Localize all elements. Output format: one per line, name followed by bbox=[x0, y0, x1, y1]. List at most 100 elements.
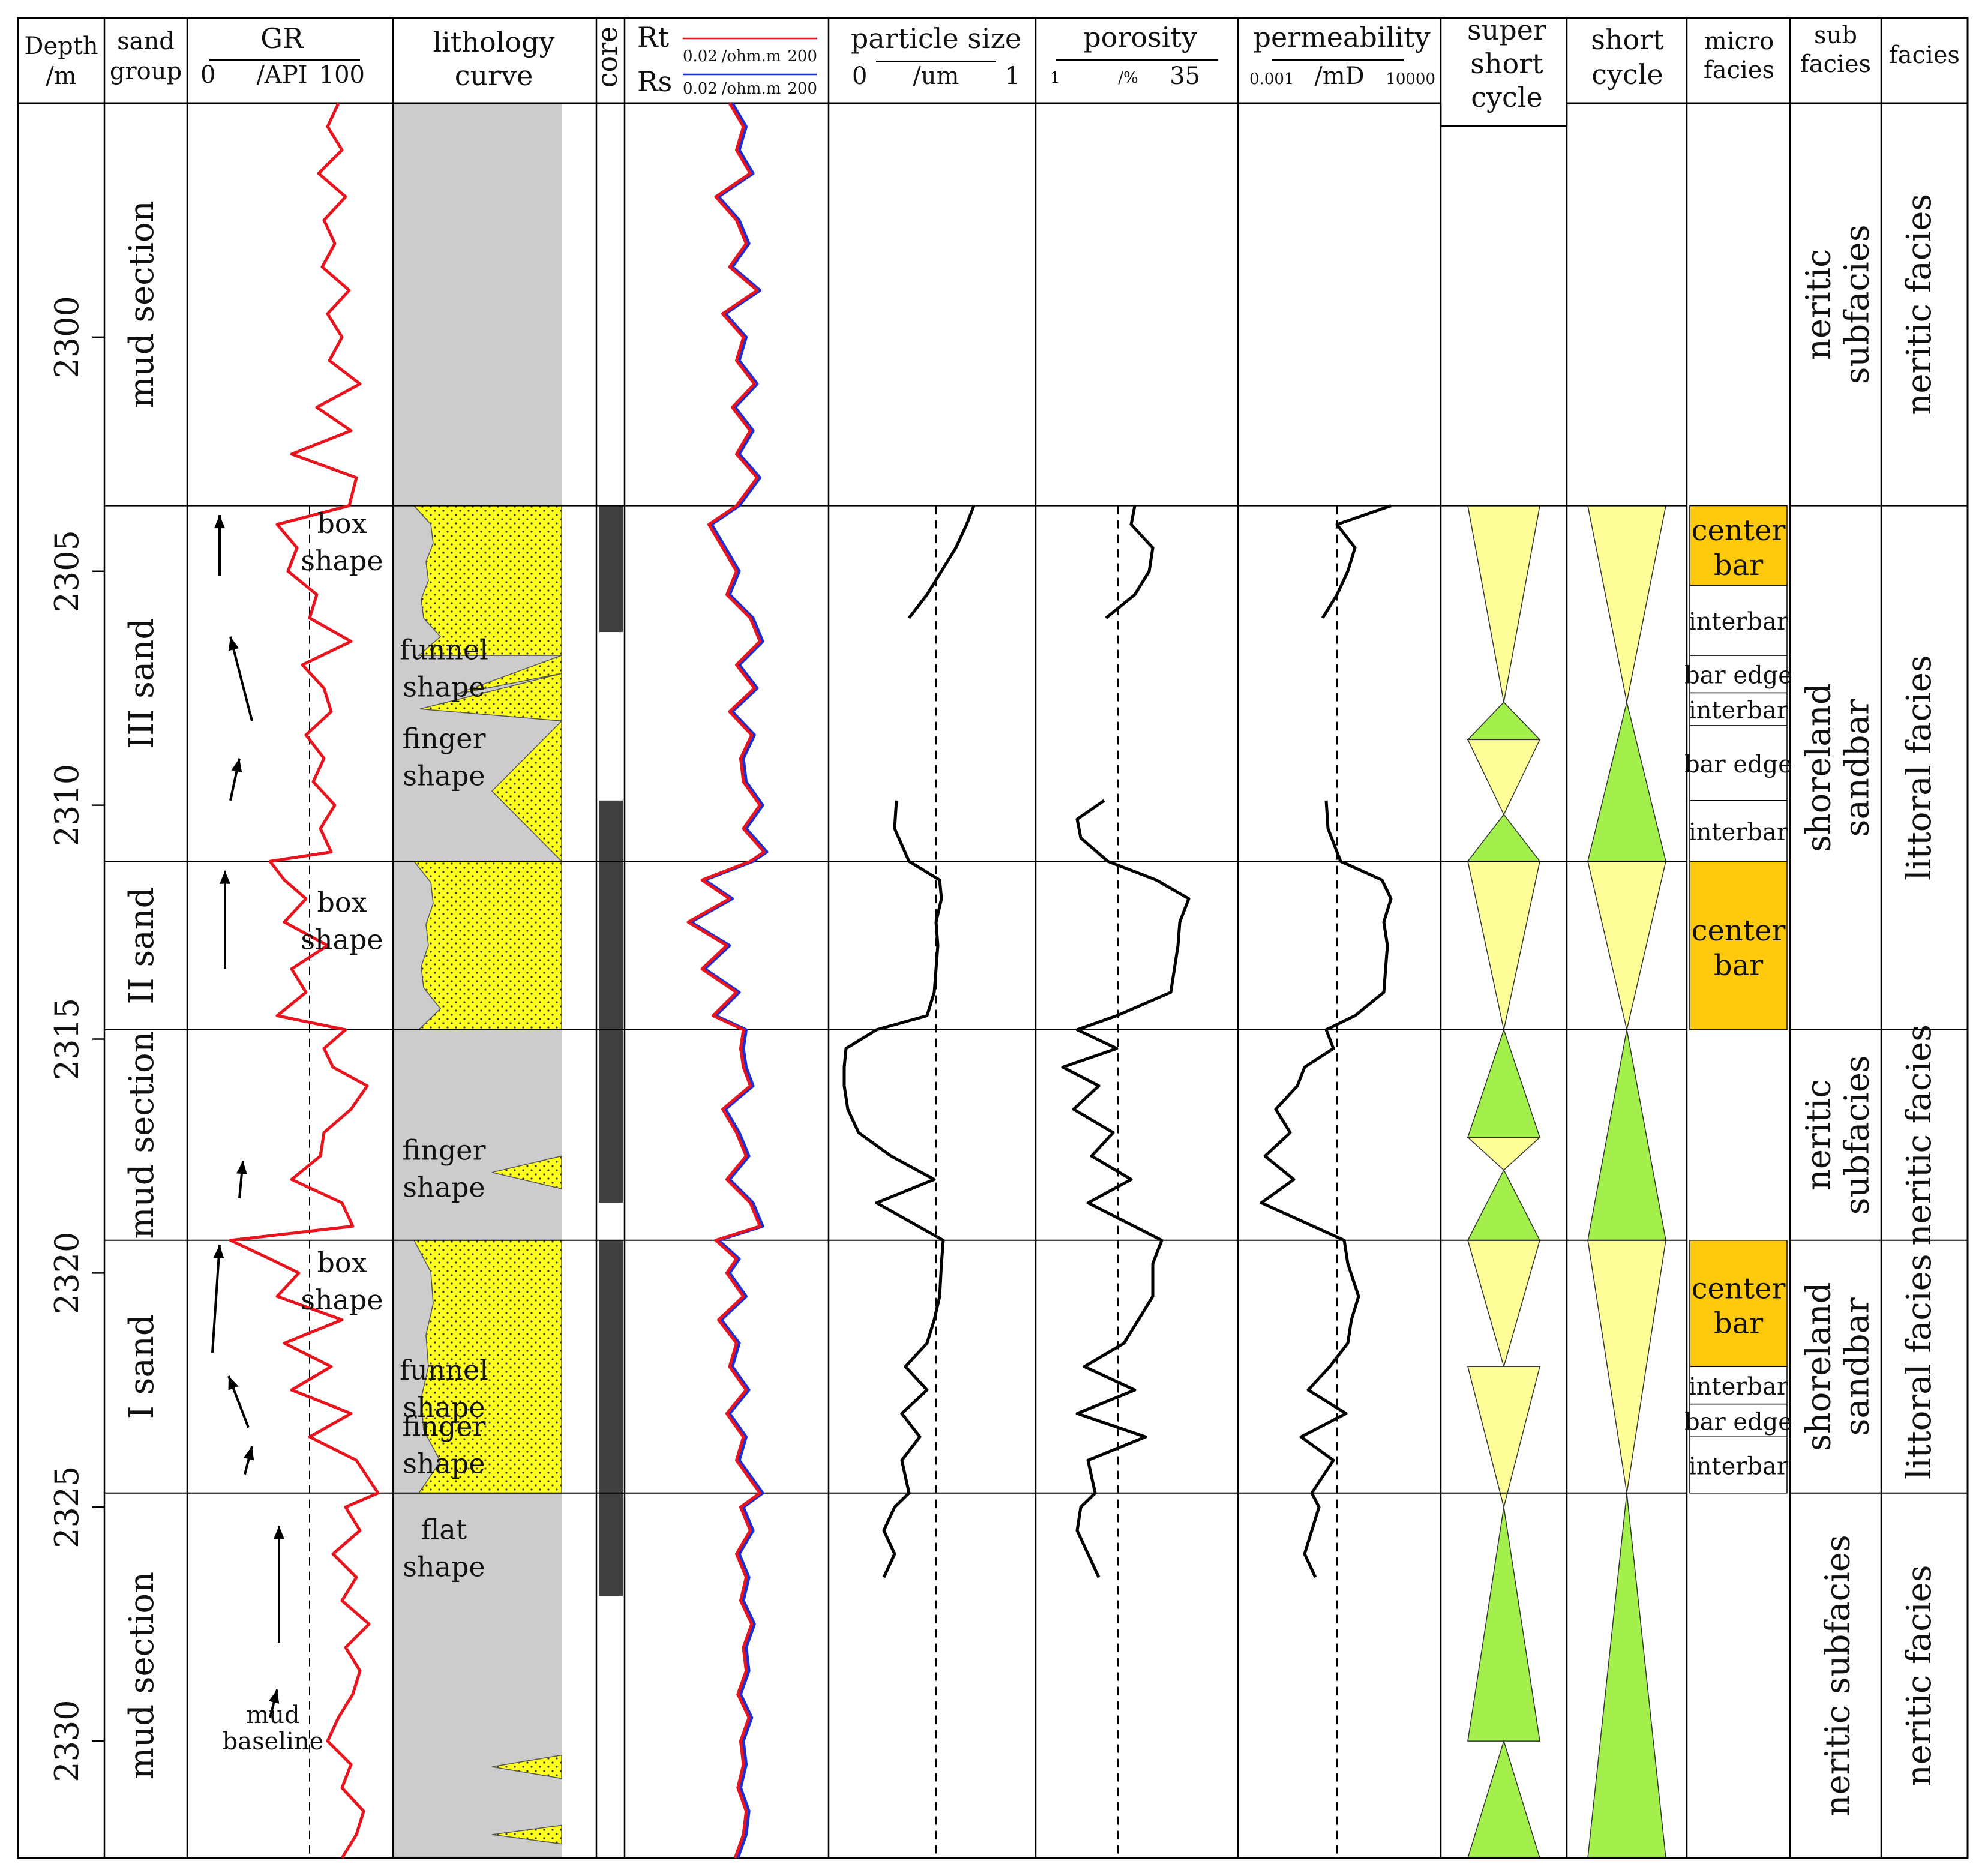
text-layer: Depth/m sand group GR 0 /API 100 litholog… bbox=[24, 14, 1960, 1817]
rs-header-min: 0.02 bbox=[683, 80, 718, 98]
sub-facies-label-2: neriticsubfacies bbox=[1799, 1055, 1876, 1215]
porosity-header-min: 1 bbox=[1050, 69, 1060, 87]
permeability-header-unit: /mD bbox=[1314, 62, 1364, 90]
rt-header-max: 200 bbox=[787, 47, 817, 65]
core-interval-1 bbox=[599, 800, 623, 1203]
depth-tick-label-0: 2300 bbox=[48, 296, 86, 378]
fill-layer bbox=[413, 505, 1788, 1859]
micro-facies-box-2 bbox=[1689, 655, 1788, 694]
porosity-curve-segment-0 bbox=[1105, 505, 1155, 619]
micro-facies-label-7: center bar bbox=[1692, 1272, 1786, 1340]
micro-facies-label-3: interbar bbox=[1689, 697, 1789, 724]
shape-annotation-1: funnel shape bbox=[400, 633, 488, 703]
sub-facies-label-1: shorelandsandbar bbox=[1799, 683, 1876, 852]
depth-tick-label-1: 2305 bbox=[48, 530, 86, 612]
gr-header-title: GR bbox=[260, 22, 304, 55]
core-interval-2 bbox=[599, 1240, 623, 1596]
sand-group-label-5: mud section bbox=[122, 1572, 161, 1779]
particle-size-header-min: 0 bbox=[852, 62, 867, 90]
shape-annotation-6: funnel shape bbox=[400, 1354, 488, 1424]
shape-annotation-3: box shape bbox=[301, 886, 383, 955]
particle-size-header-unit: /um bbox=[913, 62, 959, 90]
core-interval-0 bbox=[599, 505, 623, 633]
sand-group-label-2: II sand bbox=[122, 886, 161, 1004]
facies-header: facies bbox=[1889, 41, 1960, 69]
super-short-cycle-triangle-2 bbox=[1467, 739, 1541, 816]
depth-tick-label-4: 2320 bbox=[48, 1232, 86, 1314]
shape-annotation-7: finger shape bbox=[403, 1410, 486, 1480]
lithology-header: lithology curve bbox=[433, 26, 554, 92]
micro-facies-label-4: bar edge bbox=[1684, 751, 1792, 778]
trend-arrow-head-9 bbox=[268, 1689, 280, 1704]
outer-frame bbox=[17, 17, 1969, 1859]
micro-facies-label-10: interbar bbox=[1689, 1452, 1789, 1480]
micro-facies-box-8 bbox=[1689, 1366, 1788, 1405]
permeability-curve-segment-1 bbox=[1260, 800, 1393, 1578]
lithology-sand-0 bbox=[413, 505, 562, 656]
shape-annotation-0: box shape bbox=[301, 507, 383, 577]
depth-tick-label-5: 2325 bbox=[48, 1466, 86, 1548]
sand-group-label-0: mud section bbox=[122, 200, 161, 408]
sub-facies-header: sub facies bbox=[1800, 22, 1871, 78]
facies-label-4: neritic facies bbox=[1900, 1565, 1939, 1787]
porosity-header-max: 35 bbox=[1170, 62, 1200, 90]
lithology-sand-6 bbox=[491, 1754, 562, 1779]
permeability-header-max: 10000 bbox=[1386, 70, 1435, 88]
gr-curve bbox=[229, 102, 380, 1859]
rt-header-min: 0.02 bbox=[683, 47, 718, 65]
facies-label-2: neritic facies bbox=[1900, 1024, 1939, 1246]
super-short-cycle-triangle-6 bbox=[1467, 1137, 1541, 1171]
grid-layer bbox=[17, 17, 1969, 1859]
curve-layer bbox=[211, 102, 1393, 1859]
rt-curve bbox=[686, 102, 766, 1859]
rs-header-unit: /ohm.m bbox=[722, 80, 781, 98]
trend-arrow-head-2 bbox=[231, 758, 242, 773]
particle-size-curve-segment-1 bbox=[842, 800, 945, 1578]
rt-header-title: Rt bbox=[637, 21, 670, 53]
micro-facies-box-6 bbox=[1689, 861, 1788, 1030]
permeability-curve-segment-0 bbox=[1321, 504, 1392, 619]
micro-facies-label-9: bar edge bbox=[1684, 1408, 1792, 1436]
sub-facies-label-0: neriticsubfacies bbox=[1799, 224, 1876, 384]
rs-curve bbox=[689, 102, 769, 1859]
depth-tick-label-6: 2330 bbox=[48, 1700, 86, 1782]
trend-arrow-head-6 bbox=[228, 1375, 239, 1390]
micro-facies-box-3 bbox=[1689, 692, 1788, 726]
shape-annotation-5: box shape bbox=[301, 1246, 383, 1316]
depth-tick-label-3: 2315 bbox=[48, 998, 86, 1080]
micro-facies-label-6: center bar bbox=[1692, 914, 1786, 982]
super-short-cycle-triangle-9 bbox=[1467, 1366, 1540, 1508]
trend-arrow-head-1 bbox=[228, 636, 239, 651]
super-short-cycle-header: super short cycle bbox=[1467, 14, 1546, 113]
trend-arrow-head-3 bbox=[220, 870, 230, 884]
trend-arrow-shaft-1 bbox=[229, 636, 253, 721]
rs-header-max: 200 bbox=[787, 80, 817, 98]
sand-group-label-4: I sand bbox=[122, 1314, 161, 1419]
shape-annotation-9: mud baseline bbox=[223, 1701, 324, 1755]
particle-size-header-max: 1 bbox=[1005, 62, 1020, 90]
micro-facies-box-10 bbox=[1689, 1436, 1788, 1494]
shape-annotation-2: finger shape bbox=[403, 723, 486, 792]
sand-group-header: sand group bbox=[110, 28, 182, 85]
permeability-header-min: 0.001 bbox=[1249, 70, 1294, 88]
facies-label-1: littoral facies bbox=[1900, 655, 1939, 880]
shape-annotation-8: flat shape bbox=[403, 1513, 485, 1583]
rt-header-unit: /ohm.m bbox=[722, 47, 781, 65]
particle-size-header-title: particle size bbox=[851, 22, 1021, 55]
trend-arrow-head-7 bbox=[243, 1446, 254, 1461]
micro-facies-label-2: bar edge bbox=[1684, 662, 1792, 690]
sub-facies-label-3: shorelandsandbar bbox=[1799, 1282, 1876, 1451]
micro-facies-label-8: interbar bbox=[1689, 1373, 1789, 1401]
trend-arrow-head-4 bbox=[236, 1161, 247, 1174]
micro-facies-label-5: interbar bbox=[1689, 819, 1789, 846]
lithology-sand-7 bbox=[491, 1824, 562, 1845]
depth-header: Depth/m bbox=[24, 32, 98, 90]
micro-facies-label-1: interbar bbox=[1689, 608, 1789, 636]
rs-header-title: Rs bbox=[637, 65, 672, 98]
depth-tick-label-2: 2310 bbox=[48, 764, 86, 846]
trend-arrow-head-5 bbox=[213, 1245, 224, 1259]
micro-facies-box-7 bbox=[1689, 1240, 1788, 1368]
permeability-header-title: permeability bbox=[1254, 21, 1431, 53]
